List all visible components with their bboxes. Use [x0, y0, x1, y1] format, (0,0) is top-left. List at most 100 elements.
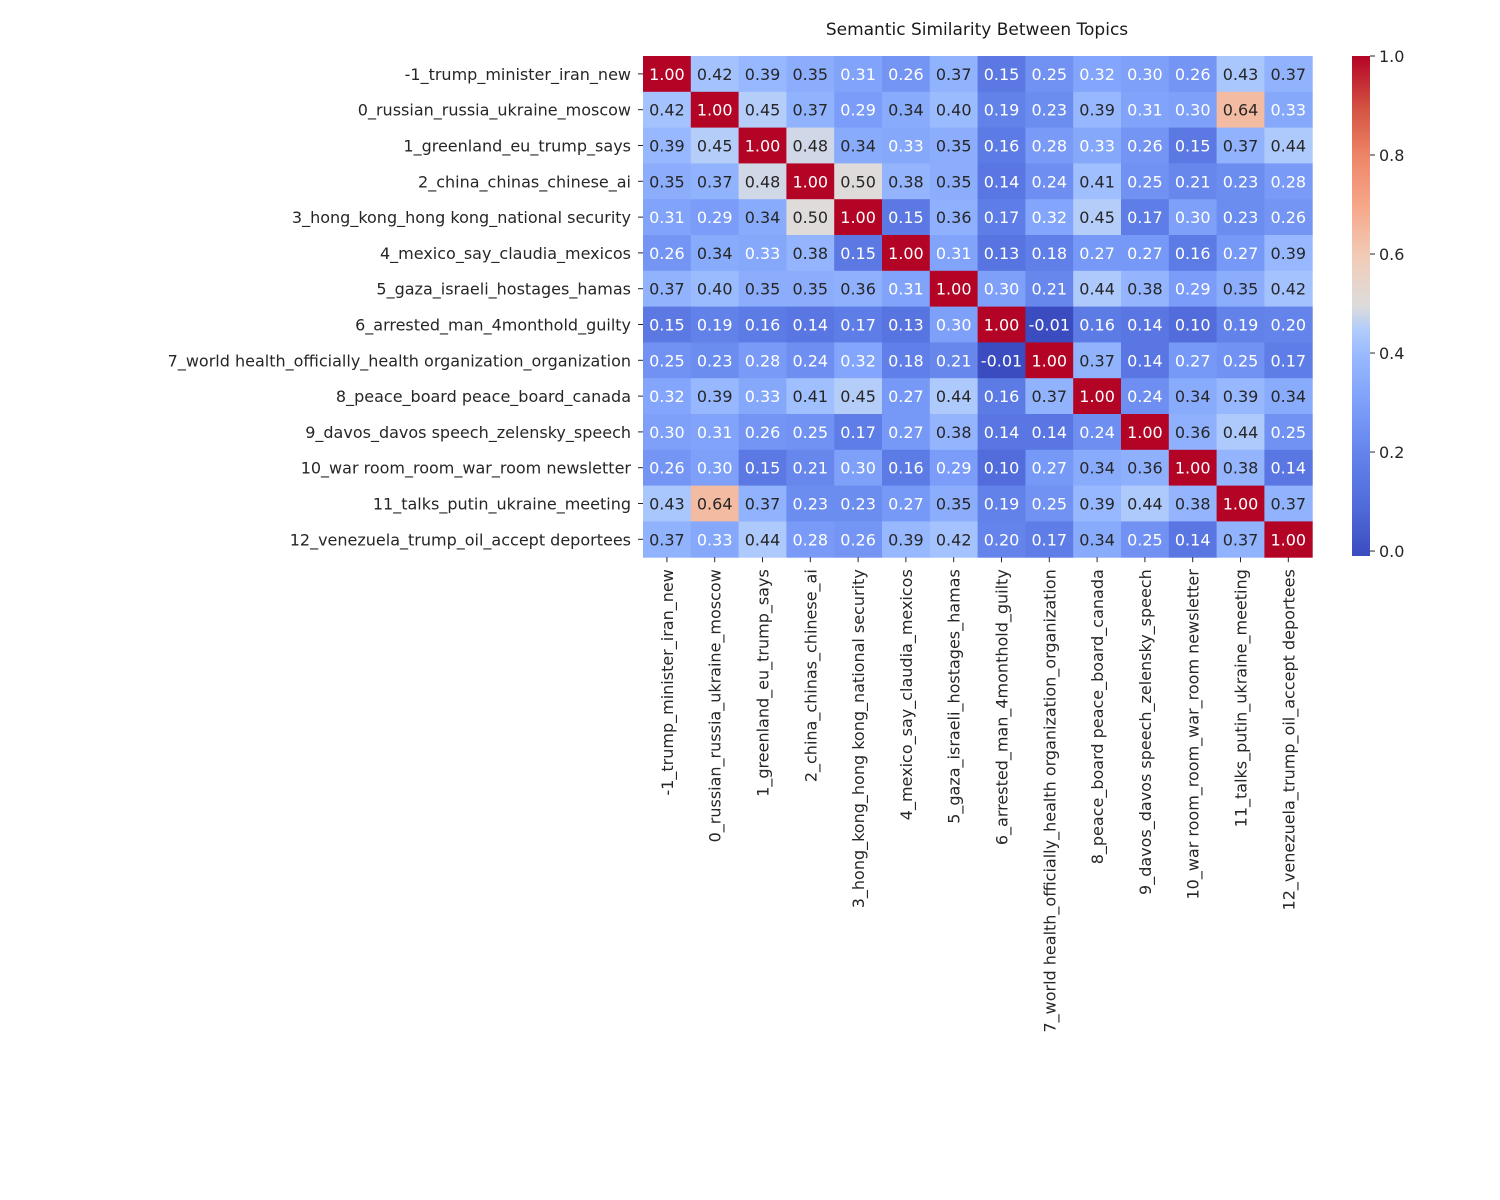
- cell-value-label: 0.32: [840, 351, 876, 370]
- cell-value-label: 0.26: [1175, 65, 1211, 84]
- cell-value-label: 0.23: [1223, 172, 1259, 191]
- cell-value-label: -0.01: [981, 351, 1022, 370]
- cell-value-label: 0.37: [697, 172, 733, 191]
- cell-value-label: 0.18: [1031, 244, 1067, 263]
- heatmap-cell: [929, 342, 979, 379]
- heatmap-cell: [1073, 414, 1122, 451]
- heatmap-cell: [1264, 306, 1313, 343]
- cell-value-label: 0.44: [936, 387, 972, 406]
- heatmap-cell: [834, 378, 883, 415]
- heatmap-cell: [1121, 414, 1170, 451]
- heatmap-cell: [1073, 521, 1122, 558]
- heatmap-cell: [1264, 521, 1313, 558]
- y-tick-label: 7_world health_officially_health organiz…: [168, 351, 631, 371]
- heatmap-cell: [882, 342, 931, 379]
- cell-value-label: 0.24: [1127, 387, 1163, 406]
- cell-value-label: 0.27: [888, 423, 924, 442]
- heatmap-cell: [1264, 449, 1313, 487]
- cell-value-label: 0.14: [1127, 351, 1163, 370]
- cell-value-label: 0.39: [1079, 495, 1115, 514]
- heatmap-cell: [738, 414, 787, 451]
- heatmap-cell: [834, 449, 883, 487]
- heatmap-cell: [834, 306, 883, 343]
- heatmap-cell: [929, 485, 979, 522]
- cell-value-label: 0.19: [984, 495, 1020, 514]
- cell-value-label: 0.25: [1270, 423, 1306, 442]
- cell-value-label: 0.45: [745, 101, 781, 120]
- colorbar-tick-label: 0.4: [1379, 344, 1404, 363]
- cell-value-label: 0.31: [649, 208, 685, 227]
- colorbar-tick-label: 0.6: [1379, 245, 1404, 264]
- cell-value-label: 0.32: [649, 387, 685, 406]
- cell-value-label: 0.44: [1079, 280, 1115, 299]
- heatmap-cell: [1216, 56, 1265, 93]
- cell-value-label: 0.43: [649, 495, 685, 514]
- heatmap-cell: [643, 163, 692, 200]
- heatmap-cell: [1025, 56, 1074, 93]
- cell-value-label: 0.48: [745, 172, 781, 191]
- cell-value-label: 0.25: [1031, 65, 1067, 84]
- heatmap-cell: [1073, 91, 1122, 129]
- cell-value-label: 0.50: [840, 172, 876, 191]
- cell-value-label: 0.14: [1031, 423, 1067, 442]
- cell-value-label: 0.50: [792, 208, 828, 227]
- cell-value-label: 0.35: [649, 172, 685, 191]
- cell-value-label: 0.35: [936, 495, 972, 514]
- cell-value-label: 1.00: [745, 137, 781, 156]
- heatmap-cell: [1121, 235, 1170, 272]
- heatmap-cell: [834, 521, 883, 558]
- cell-value-label: 0.35: [745, 280, 781, 299]
- heatmap-cell: [1168, 449, 1218, 487]
- cell-value-label: 0.26: [840, 530, 876, 549]
- cell-value-label: 0.39: [1079, 101, 1115, 120]
- colorbar-tick-label: 0.0: [1379, 542, 1404, 561]
- heatmap-cell: [1168, 306, 1218, 343]
- y-tick-label: 12_venezuela_trump_oil_accept deportees: [290, 530, 631, 550]
- cell-value-label: 0.28: [745, 351, 781, 370]
- heatmap-cell: [1216, 235, 1265, 272]
- heatmap-cell: [1216, 378, 1265, 415]
- colorbar: [1352, 56, 1370, 556]
- heatmap-cell: [882, 56, 931, 93]
- cell-value-label: 0.27: [1127, 244, 1163, 263]
- cell-value-label: 0.20: [984, 530, 1020, 549]
- cell-value-label: 0.40: [936, 101, 972, 120]
- heatmap-cell: [1216, 270, 1265, 308]
- cell-value-label: 0.29: [697, 208, 733, 227]
- cell-value-label: 0.31: [888, 280, 924, 299]
- cell-value-label: 0.25: [1031, 495, 1067, 514]
- cell-value-label: 0.16: [1175, 244, 1211, 263]
- cell-value-label: 0.30: [984, 280, 1020, 299]
- cell-value-label: 0.38: [888, 172, 924, 191]
- cell-value-label: 0.16: [888, 459, 924, 478]
- cell-value-label: 0.23: [840, 495, 876, 514]
- cell-value-label: 0.29: [840, 101, 876, 120]
- cell-value-label: 0.38: [936, 423, 972, 442]
- heatmap-cell: [929, 449, 979, 487]
- cell-value-label: 0.14: [984, 423, 1020, 442]
- heatmap-cell: [1025, 485, 1074, 522]
- heatmap-cell: [643, 127, 692, 164]
- cell-value-label: 1.00: [649, 65, 685, 84]
- cell-value-label: 0.30: [1127, 65, 1163, 84]
- cell-value-label: 0.33: [745, 244, 781, 263]
- heatmap-cell: [977, 270, 1026, 308]
- cell-value-label: 0.37: [649, 280, 685, 299]
- y-tick-label: 0_russian_russia_ukraine_moscow: [358, 101, 631, 121]
- cell-value-label: 0.33: [1270, 101, 1306, 120]
- heatmap-cell: [1168, 521, 1218, 558]
- heatmap-cell: [1168, 127, 1218, 164]
- y-tick-label: 8_peace_board peace_board_canada: [336, 387, 631, 407]
- cell-value-label: 0.34: [840, 137, 876, 156]
- cell-value-label: 0.37: [1223, 530, 1259, 549]
- heatmap-cell: [738, 306, 787, 343]
- heatmap-cell: [1121, 199, 1170, 236]
- y-tick-label: 11_talks_putin_ukraine_meeting: [373, 495, 631, 515]
- cell-value-label: 1.00: [984, 316, 1020, 335]
- heatmap-cell: [929, 235, 979, 272]
- x-tick-label: 7_world health_officially_health organiz…: [1040, 569, 1060, 1032]
- cell-value-label: 0.32: [1031, 208, 1067, 227]
- cell-value-label: 0.20: [1270, 316, 1306, 335]
- cell-value-label: 0.15: [840, 244, 876, 263]
